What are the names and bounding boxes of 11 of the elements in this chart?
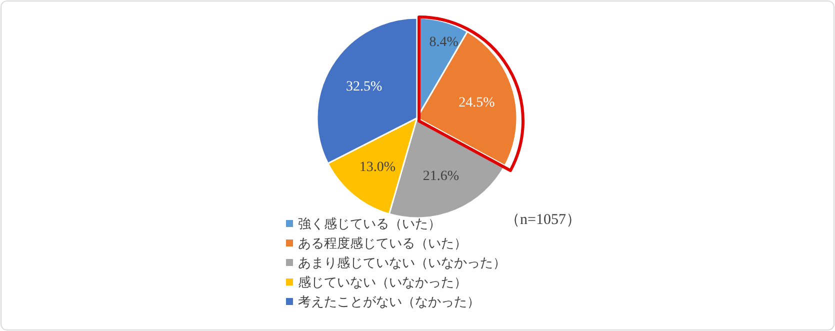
data-label: 32.5% — [346, 80, 383, 95]
data-label: 13.0% — [359, 160, 396, 175]
legend-label: あまり感じていない（いなかった） — [298, 255, 506, 270]
data-label: 21.6% — [422, 169, 460, 184]
data-label: 24.5% — [458, 95, 496, 110]
legend-label: 考えたことがない（なかった） — [298, 294, 480, 309]
legend-label: ある程度感じている（いた） — [298, 236, 467, 250]
data-label: 8.4% — [429, 34, 459, 50]
legend-label: 感じていない（いなかった） — [298, 274, 467, 290]
legend-label: 強く感じている（いた） — [298, 216, 441, 231]
text: （n=1057） — [505, 212, 581, 228]
